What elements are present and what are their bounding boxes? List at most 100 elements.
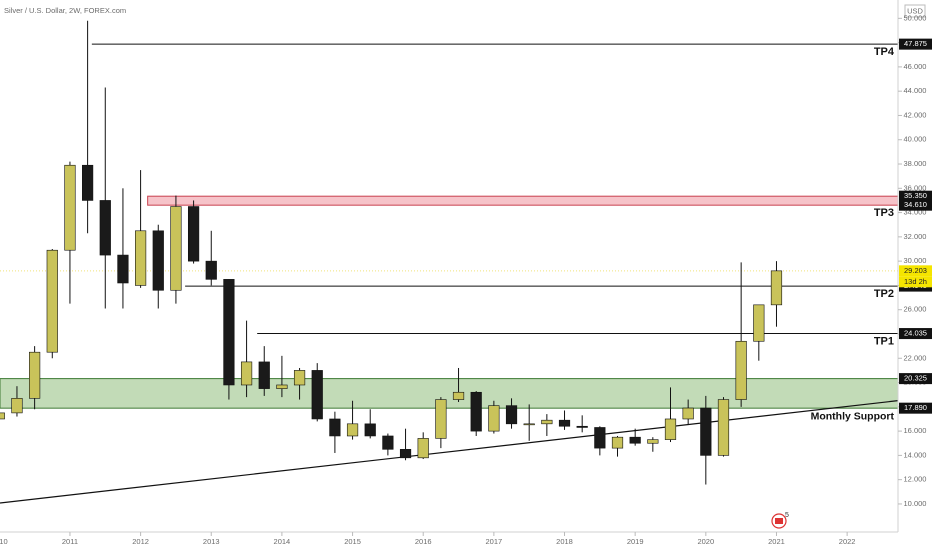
chart-title: Silver / U.S. Dollar, 2W, FOREX.com bbox=[4, 6, 126, 15]
price-box-label: 24.035 bbox=[904, 329, 927, 338]
trendline-label: Monthly Support bbox=[811, 410, 895, 422]
price-box bbox=[899, 373, 932, 385]
candle-body bbox=[770, 270, 783, 306]
candle-body bbox=[629, 436, 641, 444]
price-box-label: 17.890 bbox=[904, 403, 927, 412]
y-tick-label: 40.000 bbox=[904, 135, 927, 144]
candle-body bbox=[46, 249, 58, 353]
candle-body bbox=[29, 351, 41, 399]
candle-body bbox=[170, 206, 182, 291]
candle-body bbox=[187, 206, 200, 262]
candle-body bbox=[258, 361, 270, 389]
candle-body bbox=[223, 279, 235, 386]
candle-body bbox=[152, 230, 164, 291]
y-tick-label: 16.000 bbox=[904, 426, 927, 435]
price-box-label: 29.203 bbox=[904, 266, 927, 275]
candle-body bbox=[364, 423, 376, 437]
candle-body bbox=[276, 384, 288, 389]
x-tick-label: 2010 bbox=[0, 537, 8, 546]
candle-body bbox=[135, 230, 147, 286]
candle-body bbox=[417, 438, 429, 459]
zone-label: TP3 bbox=[874, 207, 894, 219]
countdown: 13d 2h bbox=[904, 277, 927, 286]
candle-body bbox=[346, 423, 359, 437]
x-tick-label: 2014 bbox=[274, 537, 291, 546]
candle-body bbox=[664, 418, 677, 440]
zone bbox=[147, 195, 899, 206]
currency-box bbox=[904, 4, 926, 18]
candle-body bbox=[82, 164, 94, 201]
x-tick-label: 2018 bbox=[556, 537, 573, 546]
candle-body bbox=[329, 418, 341, 437]
candle-body bbox=[523, 423, 535, 426]
candle-body bbox=[99, 200, 111, 256]
candle-body bbox=[0, 412, 5, 420]
x-tick-label: 2019 bbox=[627, 537, 644, 546]
currency: USD bbox=[907, 6, 923, 15]
candle-body bbox=[488, 405, 500, 432]
candle-body bbox=[293, 370, 306, 386]
y-tick-label: 34.000 bbox=[904, 208, 927, 217]
candle-body bbox=[576, 425, 588, 428]
y-tick-label: 38.000 bbox=[904, 159, 927, 168]
y-tick-label: 46.000 bbox=[904, 62, 927, 71]
level-label: TP2 bbox=[874, 288, 894, 300]
y-tick-label: 44.000 bbox=[904, 86, 927, 95]
candle-body bbox=[240, 361, 253, 386]
trendline bbox=[0, 400, 899, 504]
y-tick-label: 42.000 bbox=[904, 110, 927, 119]
x-tick-label: 2021 bbox=[768, 537, 785, 546]
candle-body bbox=[541, 419, 553, 425]
x-tick-label: 2017 bbox=[486, 537, 503, 546]
price-box bbox=[899, 328, 932, 340]
level-label: TP1 bbox=[874, 335, 894, 347]
candle-body bbox=[753, 304, 765, 342]
x-tick-label: 2022 bbox=[839, 537, 856, 546]
candle-body bbox=[117, 254, 129, 284]
candle-body bbox=[64, 164, 76, 251]
candle-body bbox=[611, 436, 624, 449]
price-box-label: 47.875 bbox=[904, 39, 927, 48]
price-box-label: 20.325 bbox=[904, 374, 927, 383]
candle-body bbox=[435, 399, 447, 439]
y-tick-label: 12.000 bbox=[904, 475, 927, 484]
candle-body bbox=[452, 391, 465, 400]
candle-body bbox=[11, 398, 23, 414]
y-tick-label: 30.000 bbox=[904, 256, 927, 265]
candle-body bbox=[311, 370, 323, 420]
y-tick-label: 22.000 bbox=[904, 353, 927, 362]
y-tick-label: 32.000 bbox=[904, 232, 927, 241]
x-tick-label: 2012 bbox=[132, 537, 149, 546]
price-box bbox=[899, 402, 932, 414]
y-tick-label: 10.000 bbox=[904, 499, 927, 508]
x-tick-label: 2016 bbox=[415, 537, 432, 546]
plot-area bbox=[0, 20, 899, 504]
countdown-box bbox=[899, 276, 932, 288]
level-label: TP4 bbox=[874, 46, 895, 58]
candle-body bbox=[558, 419, 571, 427]
price-box-label: 35.350 bbox=[904, 191, 927, 200]
candle-body bbox=[700, 407, 712, 456]
logo-mark bbox=[775, 518, 783, 524]
x-tick-label: 2020 bbox=[697, 537, 714, 546]
x-tick-label: 2015 bbox=[344, 537, 361, 546]
candle-body bbox=[399, 449, 412, 459]
candle-body bbox=[717, 399, 730, 456]
price-box bbox=[899, 38, 932, 50]
y-tick-label: 26.000 bbox=[904, 305, 927, 314]
price-box bbox=[899, 190, 932, 202]
candle-body bbox=[594, 427, 606, 449]
candle-body bbox=[205, 260, 217, 280]
y-tick-label: 14.000 bbox=[904, 450, 927, 459]
price-box bbox=[899, 265, 932, 277]
y-tick-label: 36.000 bbox=[904, 183, 927, 192]
price-box-label: 34.610 bbox=[904, 200, 927, 209]
candle-body bbox=[682, 407, 694, 420]
x-tick-label: 2013 bbox=[203, 537, 220, 546]
candle-body bbox=[505, 405, 518, 425]
zone bbox=[0, 378, 899, 409]
candle-body bbox=[735, 340, 747, 400]
candle-body bbox=[647, 439, 659, 444]
badge: 5 bbox=[785, 512, 789, 519]
